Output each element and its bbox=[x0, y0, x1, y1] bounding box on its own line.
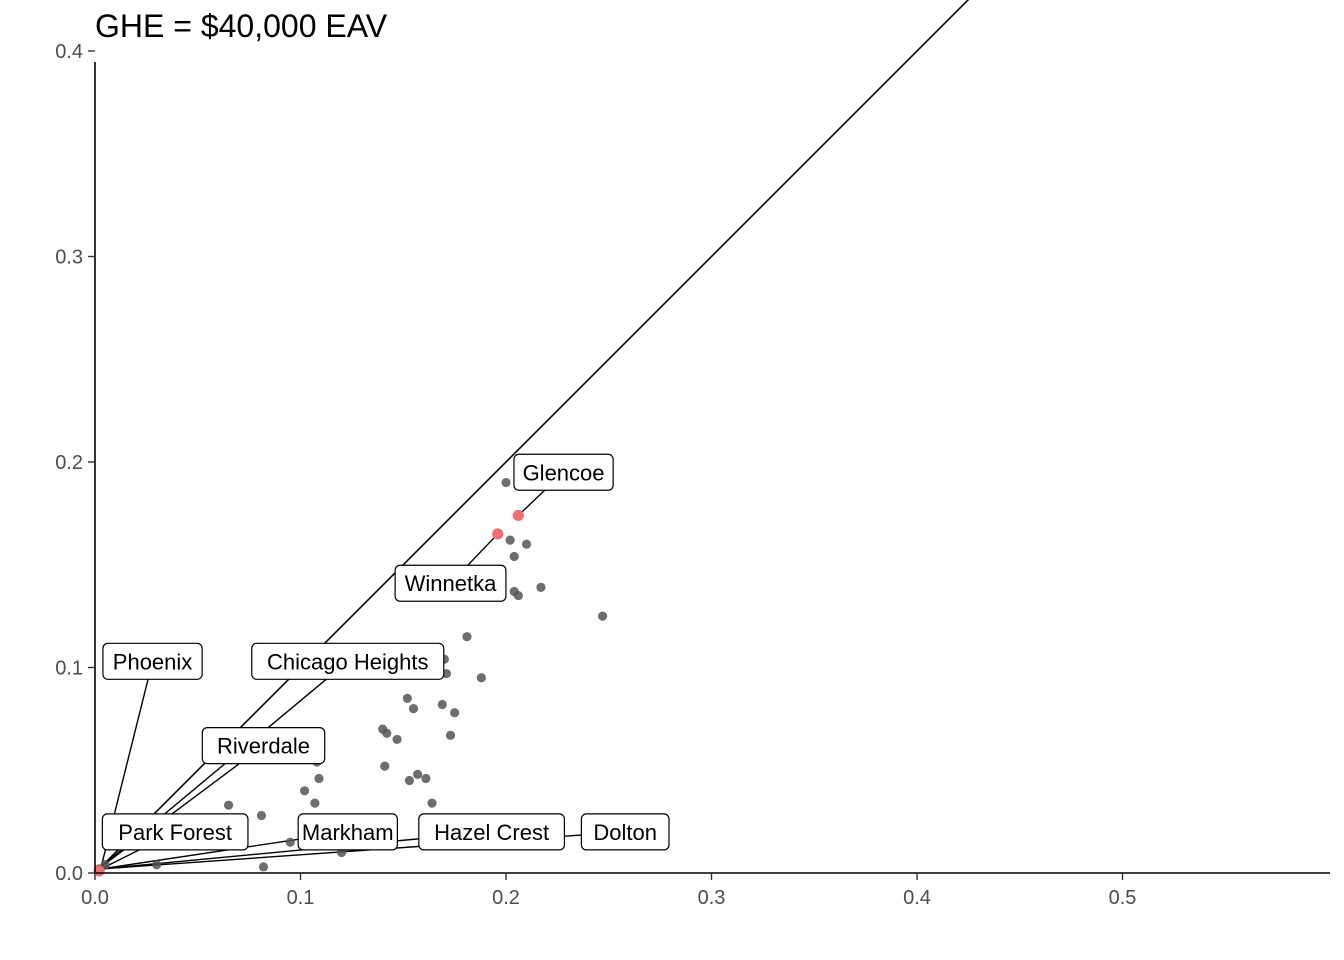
y-tick-label: 0.4 bbox=[55, 41, 83, 63]
label-box bbox=[101, 813, 249, 851]
x-tick-label: 0.4 bbox=[903, 887, 931, 909]
point-label: Phoenix bbox=[113, 649, 193, 674]
data-point bbox=[597, 611, 608, 621]
data-point bbox=[505, 535, 515, 545]
highlight-point bbox=[492, 528, 504, 540]
data-point bbox=[501, 477, 511, 488]
highlight-point bbox=[512, 509, 524, 522]
data-point bbox=[380, 761, 390, 771]
label-box bbox=[394, 564, 507, 602]
point-label: Riverdale bbox=[217, 734, 310, 759]
x-tick-label: 0.5 bbox=[1109, 887, 1137, 909]
data-point bbox=[310, 798, 320, 808]
y-tick-label: 0.2 bbox=[55, 452, 83, 474]
data-point bbox=[513, 590, 523, 601]
data-point bbox=[476, 673, 486, 683]
data-points bbox=[94, 477, 608, 874]
data-point bbox=[462, 632, 472, 642]
chart-title: GHE = $40,000 EAV bbox=[95, 8, 388, 44]
point-label: Chicago Heights bbox=[267, 649, 428, 674]
data-point bbox=[421, 773, 431, 784]
data-point bbox=[392, 734, 402, 745]
x-tick-label: 0.3 bbox=[698, 887, 726, 909]
data-point bbox=[223, 800, 234, 810]
data-point bbox=[300, 786, 310, 796]
point-label: Park Forest bbox=[118, 820, 232, 845]
y-axis-ticks: 0.00.10.20.30.40.5 bbox=[55, 41, 95, 885]
data-point bbox=[402, 693, 412, 703]
label-box bbox=[418, 813, 566, 851]
point-label: Hazel Crest bbox=[434, 820, 549, 845]
data-point bbox=[445, 730, 456, 740]
label-box bbox=[251, 642, 445, 680]
data-point bbox=[437, 699, 447, 710]
data-point bbox=[404, 775, 415, 786]
x-tick-label: 0.1 bbox=[287, 887, 315, 909]
y-tick-label: 0.1 bbox=[55, 658, 83, 680]
point-label: Glencoe bbox=[523, 460, 605, 485]
data-point bbox=[256, 810, 267, 821]
label-box bbox=[297, 813, 398, 851]
data-point bbox=[408, 704, 419, 714]
data-point bbox=[258, 862, 269, 872]
data-point bbox=[382, 728, 392, 738]
label-box bbox=[580, 813, 670, 851]
x-tick-label: 0.0 bbox=[81, 887, 109, 909]
data-point bbox=[413, 769, 423, 779]
x-tick-label: 0.2 bbox=[492, 887, 520, 909]
y-tick-label: 0.3 bbox=[55, 247, 83, 269]
label-box bbox=[102, 642, 203, 680]
point-label: Markham bbox=[302, 820, 394, 845]
data-point bbox=[536, 582, 546, 592]
point-label: Dolton bbox=[593, 820, 657, 845]
data-point bbox=[427, 798, 437, 808]
point-label: Winnetka bbox=[405, 571, 497, 596]
data-point bbox=[152, 860, 162, 870]
data-point bbox=[509, 551, 519, 562]
point-labels: Glencoe Winnetka Phoenix Chicago Heights Riv… bbox=[101, 453, 670, 851]
data-point bbox=[314, 773, 324, 784]
x-axis-ticks: 0.0 0.1 0.2 0.3 0.4 0.5 bbox=[81, 873, 1136, 909]
y-tick-label: 0.0 bbox=[55, 863, 83, 885]
data-point bbox=[521, 539, 532, 549]
data-point bbox=[450, 708, 460, 718]
label-box bbox=[201, 726, 326, 765]
data-point bbox=[285, 837, 295, 847]
label-box bbox=[513, 453, 614, 491]
